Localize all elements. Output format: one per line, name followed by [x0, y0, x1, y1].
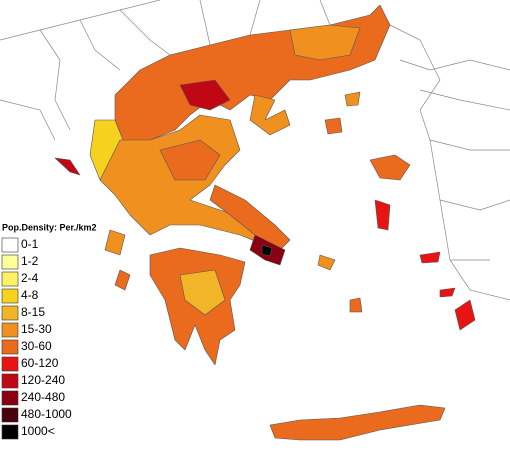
island-kos: [439, 287, 456, 298]
legend-swatch: [1, 305, 19, 321]
greece-regions: [54, 4, 476, 441]
legend-swatch: [1, 373, 19, 389]
legend-swatch: [1, 339, 19, 355]
region-chalkidiki: [249, 94, 291, 136]
region-athens: [261, 244, 273, 257]
legend-swatch: [1, 288, 19, 304]
island-samos: [419, 251, 441, 264]
legend-swatch: [1, 407, 19, 423]
island-thasos: [324, 117, 343, 135]
legend-label: 0-1: [21, 237, 39, 251]
island-rhodes: [454, 299, 476, 331]
island-lesvos: [369, 154, 411, 181]
legend-label: 2-4: [21, 271, 39, 285]
island-zakynthos: [114, 269, 131, 291]
legend-label: 60-120: [21, 356, 59, 370]
legend-swatch: [1, 271, 19, 287]
legend-label: 8-15: [21, 305, 45, 319]
legend-label: 30-60: [21, 339, 52, 353]
legend: Pop.Density: Per./km2 0-1 1-2 2-4 4-8 8-15 15…: [1, 222, 97, 440]
island-naxos: [349, 297, 363, 313]
island-corfu: [54, 157, 81, 176]
legend-label: 1000<: [21, 424, 55, 438]
region-thessaloniki: [179, 79, 231, 111]
legend-label: 4-8: [21, 288, 39, 302]
island-lemnos: [344, 91, 361, 107]
region-north-east: [289, 24, 361, 61]
legend-swatch: [1, 424, 19, 440]
legend-swatch: [1, 254, 19, 270]
neighbor-borders: [0, 0, 510, 301]
island-andros: [317, 254, 336, 271]
region-arcadia: [179, 269, 226, 316]
island-chios: [374, 199, 391, 231]
island-crete: [269, 404, 446, 441]
legend-swatch: [1, 322, 19, 338]
legend-swatch: [1, 390, 19, 406]
region-thessaly: [159, 139, 221, 181]
legend-swatch: [1, 237, 19, 253]
legend-label: 120-240: [21, 373, 65, 387]
legend-swatch: [1, 356, 19, 372]
legend-label: 240-480: [21, 390, 65, 404]
legend-label: 1-2: [21, 254, 39, 268]
legend-label: 480-1000: [21, 407, 72, 421]
legend-label: 15-30: [21, 322, 52, 336]
legend-title: Pop.Density: Per./km2: [2, 222, 97, 232]
island-kefalonia: [104, 229, 126, 256]
